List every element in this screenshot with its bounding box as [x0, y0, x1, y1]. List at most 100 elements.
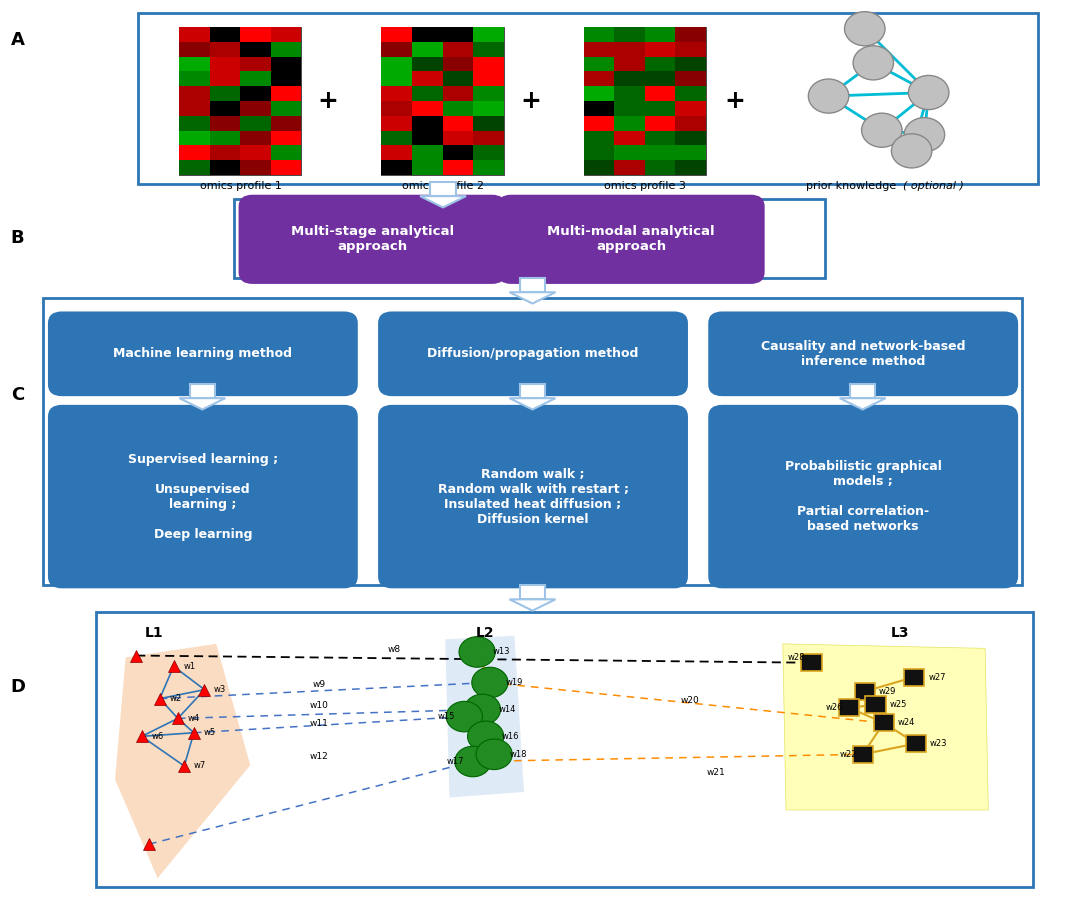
Bar [271, 130, 301, 145]
Bar [381, 130, 412, 145]
Bar [271, 145, 301, 160]
Bar [645, 72, 675, 86]
Bar [675, 130, 706, 145]
Bar [853, 745, 873, 763]
Text: A: A [11, 31, 24, 49]
Bar [675, 86, 706, 101]
Circle shape [808, 79, 849, 113]
Text: w15: w15 [438, 712, 455, 721]
Bar [443, 101, 473, 116]
Text: w2: w2 [169, 694, 181, 703]
FancyBboxPatch shape [379, 406, 687, 587]
Text: w11: w11 [310, 719, 329, 728]
Bar [675, 57, 706, 72]
Text: w3: w3 [214, 685, 227, 694]
Bar [430, 182, 456, 196]
Bar [520, 585, 545, 599]
Circle shape [862, 113, 902, 147]
Circle shape [845, 12, 885, 46]
Bar [615, 72, 645, 86]
Text: Machine learning method: Machine learning method [113, 348, 293, 360]
Text: w7: w7 [194, 762, 207, 770]
Bar [412, 130, 442, 145]
Bar [473, 101, 504, 116]
Bar [241, 116, 271, 131]
Bar [615, 86, 645, 101]
Bar [412, 101, 442, 116]
Bar [210, 160, 241, 175]
Bar [241, 27, 271, 41]
Bar [412, 116, 442, 131]
Text: B: B [11, 229, 24, 247]
Bar [865, 697, 886, 713]
Bar [584, 130, 615, 145]
Bar [138, 13, 1038, 184]
Bar [412, 145, 442, 160]
Text: w13: w13 [493, 647, 510, 656]
Text: w12: w12 [310, 752, 329, 761]
Text: w25: w25 [889, 700, 906, 709]
Polygon shape [445, 636, 524, 797]
Bar [584, 57, 615, 72]
Bar [241, 145, 271, 160]
Text: Probabilistic graphical
models ;

Partial correlation-
based networks: Probabilistic graphical models ; Partial… [785, 460, 941, 533]
Bar [179, 86, 210, 101]
Bar [473, 57, 504, 72]
Circle shape [468, 721, 504, 752]
Bar [443, 86, 473, 101]
Bar [179, 27, 301, 175]
Text: w18: w18 [510, 750, 527, 759]
Bar [850, 384, 875, 398]
Circle shape [455, 746, 491, 777]
Polygon shape [115, 644, 250, 878]
Bar [645, 41, 675, 57]
Bar [443, 72, 473, 86]
Bar [520, 278, 545, 292]
Text: omics profile 2: omics profile 2 [403, 181, 484, 191]
Bar [381, 27, 412, 41]
Bar [675, 116, 706, 131]
Bar [381, 27, 504, 175]
Bar [855, 682, 875, 700]
Text: L3: L3 [890, 626, 910, 640]
Bar [412, 27, 442, 41]
Text: w27: w27 [929, 673, 946, 682]
Text: prior knowledge: prior knowledge [806, 181, 903, 191]
Bar [210, 130, 241, 145]
Bar [675, 145, 706, 160]
Bar [615, 116, 645, 131]
Bar [873, 715, 895, 731]
Bar [179, 101, 210, 116]
Text: ( optional ): ( optional ) [903, 181, 964, 191]
Text: Multi-modal analytical
approach: Multi-modal analytical approach [547, 225, 715, 253]
Bar [905, 735, 927, 753]
Circle shape [891, 134, 932, 168]
Bar [210, 72, 241, 86]
Bar [615, 160, 645, 175]
Text: w17: w17 [446, 757, 463, 766]
Bar [584, 145, 615, 160]
Bar [381, 41, 412, 57]
Bar [412, 41, 442, 57]
Text: w5: w5 [203, 728, 215, 737]
Circle shape [446, 701, 482, 732]
Text: w23: w23 [930, 739, 947, 748]
Bar [473, 130, 504, 145]
Circle shape [459, 637, 495, 667]
Circle shape [476, 739, 512, 770]
Text: L2: L2 [475, 626, 494, 640]
Bar [443, 57, 473, 72]
Text: w21: w21 [706, 768, 725, 777]
Bar [210, 116, 241, 131]
Text: omics profile 3: omics profile 3 [605, 181, 686, 191]
Polygon shape [839, 398, 886, 409]
Bar [675, 41, 706, 57]
Bar [271, 86, 301, 101]
Bar [241, 72, 271, 86]
Bar [210, 145, 241, 160]
Bar [615, 145, 645, 160]
Bar [210, 41, 241, 57]
Bar [210, 86, 241, 101]
Bar [190, 384, 215, 398]
Bar [381, 101, 412, 116]
